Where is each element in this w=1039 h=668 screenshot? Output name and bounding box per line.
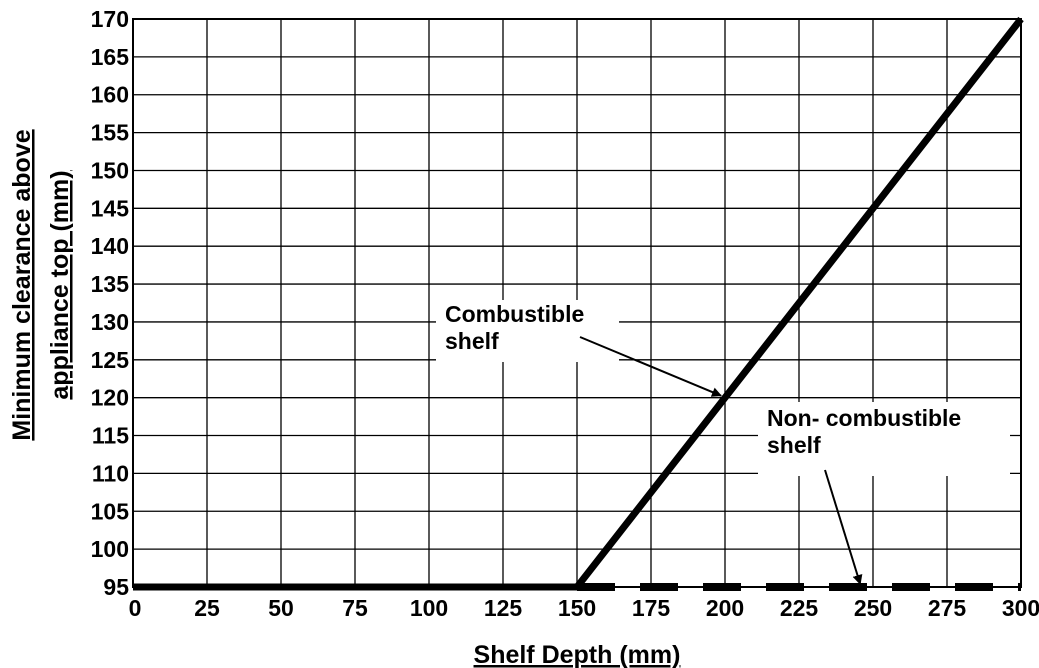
annotation-background [758, 402, 1010, 476]
y-tick-label: 145 [91, 195, 130, 221]
y-tick-label: 125 [91, 347, 130, 373]
annotation-background [436, 300, 619, 362]
y-tick-label: 130 [91, 309, 129, 335]
y-tick-label: 140 [91, 233, 129, 259]
x-tick-label: 125 [484, 595, 523, 621]
y-tick-label: 160 [91, 82, 129, 108]
x-tick-label: 175 [632, 595, 671, 621]
x-tick-label: 100 [410, 595, 448, 621]
y-tick-label: 135 [91, 271, 130, 297]
y-tick-label: 100 [91, 536, 129, 562]
y-tick-label: 170 [91, 6, 129, 32]
y-axis-title-line1: Minimum clearance above [8, 129, 36, 440]
tick-labels: 0 25 50 75 100 125 150 175 200 225 250 275 300 95 100 1… [91, 6, 1039, 621]
series [133, 16, 1024, 591]
annotation-arrow [824, 469, 863, 585]
x-tick-label: 75 [342, 595, 368, 621]
y-axis-title-line2: appliance top (mm) [46, 170, 74, 399]
y-tick-label: 165 [91, 44, 130, 70]
y-tick-label: 115 [92, 423, 129, 449]
y-tick-label: 95 [103, 574, 129, 600]
annotation-text: shelf [767, 432, 821, 458]
x-tick-label: 200 [706, 595, 744, 621]
x-tick-label: 25 [194, 595, 220, 621]
x-axis-title: Shelf Depth (mm) [474, 641, 681, 668]
x-tick-label: 0 [129, 595, 142, 621]
x-tick-label: 50 [268, 595, 294, 621]
x-tick-label: 300 [1002, 595, 1039, 621]
y-tick-label: 105 [91, 498, 130, 524]
y-tick-label: 150 [91, 157, 129, 183]
annotation-text: Non- combustible [767, 405, 961, 431]
x-tick-label: 150 [558, 595, 596, 621]
x-tick-label: 275 [928, 595, 967, 621]
annotation-text: Combustible [445, 301, 584, 327]
y-tick-label: 155 [91, 120, 130, 146]
y-tick-label: 110 [92, 460, 129, 486]
annotation-text: shelf [445, 328, 499, 354]
x-tick-label: 250 [854, 595, 892, 621]
annotation-arrow [579, 336, 722, 397]
x-tick-label: 225 [780, 595, 819, 621]
y-tick-label: 120 [91, 385, 129, 411]
